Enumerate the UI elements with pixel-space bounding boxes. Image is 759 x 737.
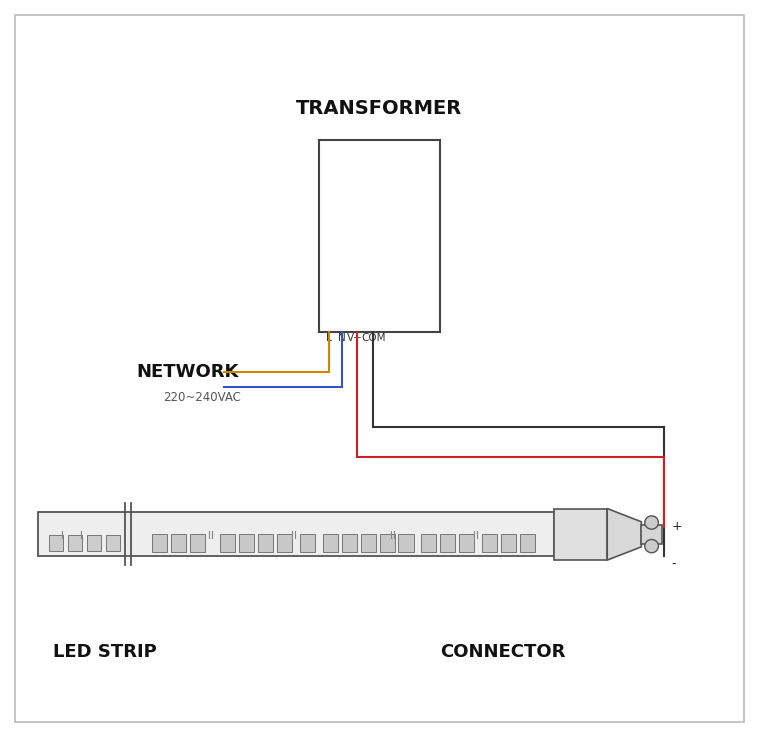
Bar	[239, 534, 254, 552]
Bar	[49, 535, 63, 551]
Bar	[440, 534, 455, 552]
Bar	[459, 534, 474, 552]
Bar	[323, 534, 338, 552]
Text: V+: V+	[348, 333, 363, 343]
Bar	[501, 534, 516, 552]
Text: TRANSFORMER: TRANSFORMER	[296, 99, 463, 118]
Bar	[68, 535, 82, 551]
Bar	[258, 534, 273, 552]
Text: L: L	[326, 333, 332, 343]
Bar	[398, 534, 414, 552]
Bar	[220, 534, 235, 552]
Text: +: +	[672, 520, 682, 534]
Text: N: N	[338, 333, 345, 343]
Bar	[520, 534, 535, 552]
Bar	[300, 534, 315, 552]
Text: 220~240VAC: 220~240VAC	[163, 391, 241, 405]
Text: LED STRIP: LED STRIP	[53, 643, 157, 661]
Circle shape	[645, 516, 659, 529]
Text: COM: COM	[361, 333, 386, 343]
Text: CONNECTOR: CONNECTOR	[440, 643, 565, 661]
Circle shape	[645, 539, 659, 553]
Bar	[342, 534, 357, 552]
Bar	[277, 534, 292, 552]
Bar	[319, 140, 440, 332]
Bar	[106, 535, 120, 551]
Bar	[641, 525, 662, 544]
Bar	[421, 534, 436, 552]
Bar	[482, 534, 497, 552]
Bar	[152, 534, 167, 552]
Bar	[554, 509, 607, 560]
Text: NETWORK: NETWORK	[137, 363, 239, 381]
Bar	[87, 535, 101, 551]
Bar	[190, 534, 205, 552]
Bar	[38, 512, 554, 556]
Bar	[380, 534, 395, 552]
Text: -: -	[672, 557, 676, 570]
Polygon shape	[607, 509, 641, 560]
Bar	[361, 534, 376, 552]
Bar	[171, 534, 186, 552]
